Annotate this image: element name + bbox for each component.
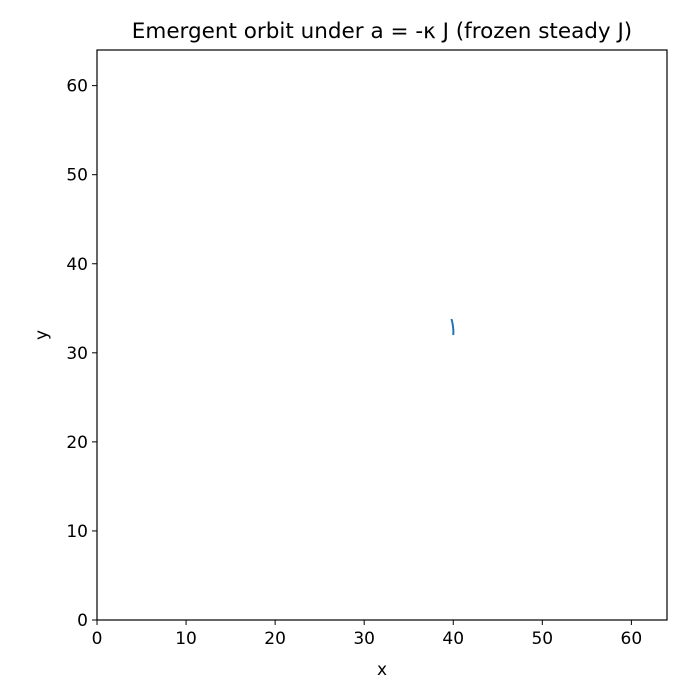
x-axis-ticks: 0 10 20 30 40 50 60 [92, 620, 643, 649]
y-tick-label: 10 [66, 522, 88, 542]
x-tick-label: 10 [175, 629, 197, 649]
y-axis-label: y [32, 330, 52, 340]
x-tick-label: 60 [621, 629, 643, 649]
x-tick-label: 30 [353, 629, 375, 649]
x-tick-label: 50 [531, 629, 553, 649]
x-tick-label: 20 [264, 629, 286, 649]
plot-area-frame [96, 49, 668, 621]
series-layer [450, 318, 455, 336]
y-tick-label: 40 [66, 255, 88, 275]
y-tick-label: 0 [77, 611, 88, 631]
y-axis-ticks: 0 10 20 30 40 50 60 [66, 77, 97, 631]
y-tick-label: 50 [66, 166, 88, 186]
y-tick-label: 30 [66, 344, 88, 364]
orbit-line-series-0 [450, 318, 455, 336]
x-axis-label: x [377, 660, 387, 680]
chart-title: Emergent orbit under a = -κ J (frozen st… [132, 19, 632, 44]
y-tick-label: 20 [66, 433, 88, 453]
y-tick-label: 60 [66, 77, 88, 97]
x-tick-label: 0 [92, 629, 103, 649]
x-tick-label: 40 [442, 629, 464, 649]
